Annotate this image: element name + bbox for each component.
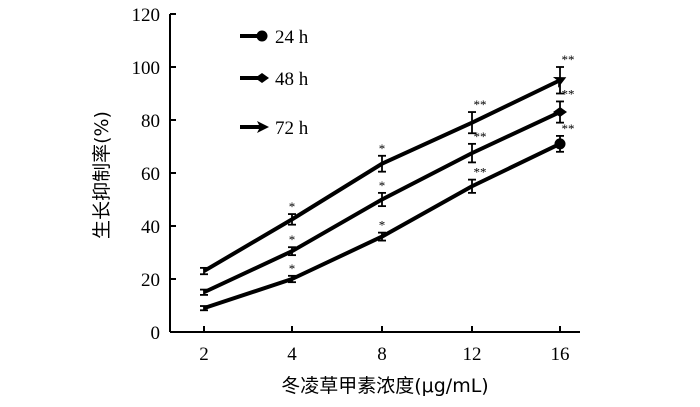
significance-label: ** xyxy=(474,129,487,144)
data-point-marker xyxy=(553,107,567,118)
significance-label: * xyxy=(289,261,296,276)
x-axis-title: 冬凌草甲素浓度(μg/mL) xyxy=(281,375,488,397)
legend-item: 24 h xyxy=(240,27,309,48)
y-tick-label: 60 xyxy=(141,164,160,185)
significance-label: * xyxy=(379,218,386,233)
series-48-h: ****** xyxy=(200,86,575,296)
significance-label: * xyxy=(289,232,296,247)
x-tick-label: 16 xyxy=(551,344,570,365)
legend-item: 48 h xyxy=(240,69,309,90)
significance-label: ** xyxy=(562,52,575,67)
y-tick-label: 80 xyxy=(141,111,160,132)
y-ticks: 0 20 40 60 80 100 120 xyxy=(132,5,176,344)
x-tick-label: 2 xyxy=(199,344,209,365)
significance-label: ** xyxy=(562,86,575,101)
series-24-h: ****** xyxy=(200,121,575,312)
legend-label: 72 h xyxy=(275,118,309,139)
significance-label: * xyxy=(379,178,386,193)
x-tick-label: 12 xyxy=(463,344,482,365)
series-72-h: ****** xyxy=(200,52,575,276)
data-point-marker xyxy=(554,138,566,150)
series-group: ****************** xyxy=(200,52,575,312)
significance-label: * xyxy=(289,199,296,214)
legend-marker xyxy=(257,121,269,133)
y-tick-label: 100 xyxy=(132,58,161,79)
axes xyxy=(169,14,580,333)
y-axis-title: 生长抑制率(%) xyxy=(91,111,113,239)
legend-item: 72 h xyxy=(240,118,309,139)
y-tick-label: 20 xyxy=(141,270,160,291)
legend-label: 24 h xyxy=(275,27,309,48)
significance-label: ** xyxy=(474,97,487,112)
data-point-marker xyxy=(552,77,567,88)
y-tick-label: 0 xyxy=(151,323,161,344)
x-tick-label: 4 xyxy=(287,344,297,365)
legend-marker xyxy=(255,73,269,83)
legend-label: 48 h xyxy=(275,69,309,90)
x-tick-label: 8 xyxy=(377,344,387,365)
significance-label: * xyxy=(379,141,386,156)
series-line xyxy=(202,78,561,273)
y-tick-label: 120 xyxy=(132,5,161,26)
legend-marker xyxy=(256,30,268,42)
legend: 24 h 48 h 72 h xyxy=(240,27,309,139)
significance-label: ** xyxy=(562,121,575,136)
significance-label: ** xyxy=(474,165,487,180)
y-tick-label: 40 xyxy=(141,217,160,238)
x-ticks: 2 4 8 12 16 xyxy=(199,326,570,365)
